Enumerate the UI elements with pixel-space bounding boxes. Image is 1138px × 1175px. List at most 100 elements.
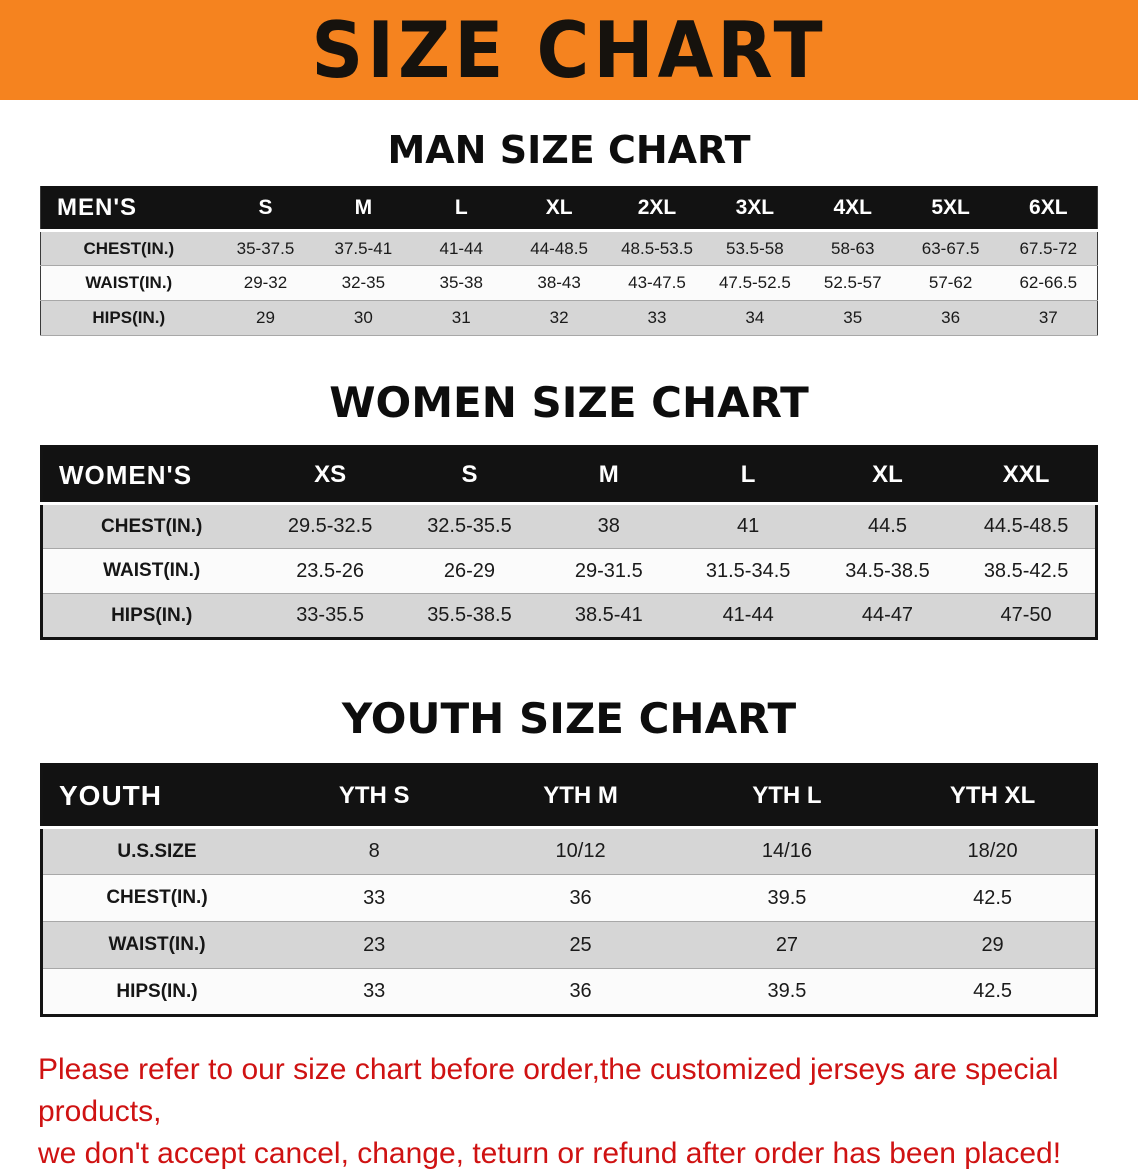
value-cell: 8 [368,840,380,862]
value-cell: 33-35.5 [296,604,365,626]
value-cell: 39.5 [767,980,807,1002]
value-cell: 37 [1038,308,1058,327]
disclaimer-line-1: Please refer to our size chart before or… [38,1053,1059,1128]
value-cell: 26-29 [443,559,496,582]
size-header-cell: YTH XL [890,764,1097,828]
table-row: CHEST(IN.) 33 36 39.5 42.5 [41,874,1097,922]
value-cell: 42.5 [973,980,1013,1002]
value-cell: 35-37.5 [236,238,295,258]
value-cell: 31.5-34.5 [705,559,791,582]
value-cell: 41-44 [439,238,483,258]
row-label-cell: HIPS(IN.) [116,980,198,1002]
table-header-row: WOMEN'S XS S M L XL XXL [41,446,1097,504]
table-header-row: YOUTH YTH S YTH M YTH L YTH XL [41,764,1097,828]
table-row: HIPS(IN.) 29 30 31 32 33 34 35 36 37 [40,300,1098,336]
table-row: CHEST(IN.) 29.5-32.5 32.5-35.5 38 41 44.5 44.5… [41,503,1097,549]
table-row: HIPS(IN.) 33 36 39.5 42.5 [41,968,1097,1016]
row-label-cell: HIPS(IN.) [92,308,166,327]
value-cell: 29 [981,933,1004,956]
value-cell: 10/12 [555,840,606,862]
table-row: WAIST(IN.) 29-32 32-35 35-38 38-43 43-47.5 47.… [40,265,1098,301]
size-header-cell: S [216,186,315,231]
value-cell: 39.5 [767,886,807,909]
value-cell: 25 [569,933,592,956]
value-cell: 38 [597,515,620,537]
value-cell: 48.5-53.5 [621,238,693,258]
value-cell: 32 [549,308,569,327]
size-header-cell: 2XL [608,186,706,231]
table-row: U.S.SIZE 8 10/12 14/16 18/20 [41,827,1097,875]
row-label-cell: HIPS(IN.) [111,604,193,626]
table-row: WAIST(IN.) 23.5-26 26-29 29-31.5 31.5-34.5 34… [41,548,1097,594]
table-row: HIPS(IN.) 33-35.5 35.5-38.5 38.5-41 41-44 44-… [41,593,1097,639]
value-cell: 41-44 [722,604,774,626]
value-cell: 32-35 [341,273,386,292]
value-cell: 38-43 [537,273,581,292]
value-cell: 44.5 [868,515,907,537]
value-cell: 36 [941,308,961,327]
value-cell: 38.5-41 [574,604,643,626]
table-row: WAIST(IN.) 23 25 27 29 [41,921,1097,969]
value-cell: 42.5 [973,886,1013,909]
value-cell: 34.5-38.5 [845,559,930,582]
row-label-cell: CHEST(IN.) [83,238,175,258]
table-title-cell: MEN'S [40,186,217,231]
value-cell: 44.5-48.5 [983,515,1069,537]
row-label-cell: CHEST(IN.) [101,515,203,537]
value-cell: 29-32 [243,273,288,292]
value-cell: 47.5-52.5 [718,273,791,292]
value-cell: 29.5-32.5 [287,515,373,537]
value-cell: 41 [737,515,760,537]
value-cell: 30 [353,308,373,327]
value-cell: 44-47 [861,604,914,626]
size-chart-content: MAN SIZE CHART MEN'S S M L XL 2XL 3XL 4XL 5XL 6XL… [0,100,1138,1017]
value-cell: 29 [256,308,275,327]
value-cell: 38.5-42.5 [983,559,1069,582]
row-label-cell: CHEST(IN.) [106,887,208,908]
value-cell: 18/20 [967,840,1018,862]
youth-size-table: YOUTH YTH S YTH M YTH L YTH XL U.S.SIZE 8 10/12… [40,763,1098,1017]
size-header-cell: 3XL [705,186,804,231]
value-cell: 35 [843,308,863,327]
value-cell: 37.5-41 [334,238,393,258]
value-cell: 27 [775,933,799,956]
value-cell: 23.5-26 [296,559,365,582]
row-label-cell: U.S.SIZE [117,840,197,862]
man-size-chart-heading: MAN SIZE CHART [387,128,751,172]
table-title-cell: WOMEN'S [41,446,261,504]
page-title: SIZE CHART [311,4,827,96]
size-header-cell: 4XL [803,186,902,231]
size-header-cell: L [412,186,511,231]
row-label-cell: WAIST(IN.) [85,273,173,292]
value-cell: 33 [363,886,386,909]
value-cell: 53.5-58 [726,238,784,258]
size-header-cell: M [539,446,679,504]
value-cell: 36 [569,886,592,909]
size-header-cell: 5XL [901,186,1000,231]
value-cell: 33 [363,980,386,1002]
size-header-cell: S [399,446,540,504]
value-cell: 35.5-38.5 [427,604,512,626]
value-cell: 14/16 [761,840,812,862]
value-cell: 67.5-72 [1019,238,1078,258]
value-cell: 47-50 [1000,604,1052,626]
value-cell: 62-66.5 [1019,273,1078,292]
table-header-row: MEN'S S M L XL 2XL 3XL 4XL 5XL 6XL [40,186,1098,231]
youth-size-chart-heading: YOUTH SIZE CHART [341,694,797,743]
value-cell: 33 [647,308,667,327]
value-cell: 32.5-35.5 [427,515,512,537]
women-size-chart-heading: WOMEN SIZE CHART [329,378,809,427]
value-cell: 58-63 [830,238,875,258]
value-cell: 52.5-57 [823,273,882,292]
value-cell: 34 [745,308,765,327]
size-header-cell: XL [817,446,958,504]
disclaimer-line-2: we don't accept cancel, change, teturn o… [38,1137,1062,1170]
value-cell: 35-38 [439,273,483,292]
size-header-cell: XL [510,186,609,231]
size-header-cell: YTH M [477,764,684,828]
youth-size-chart-section: YOUTH SIZE CHART YOUTH YTH S YTH M YTH L YTH… [0,640,1138,1017]
size-header-cell: YTH L [683,764,891,828]
women-size-chart-section: WOMEN SIZE CHART WOMEN'S XS S M L XL XXL CHEST(… [0,336,1138,640]
value-cell: 63-67.5 [921,238,980,258]
